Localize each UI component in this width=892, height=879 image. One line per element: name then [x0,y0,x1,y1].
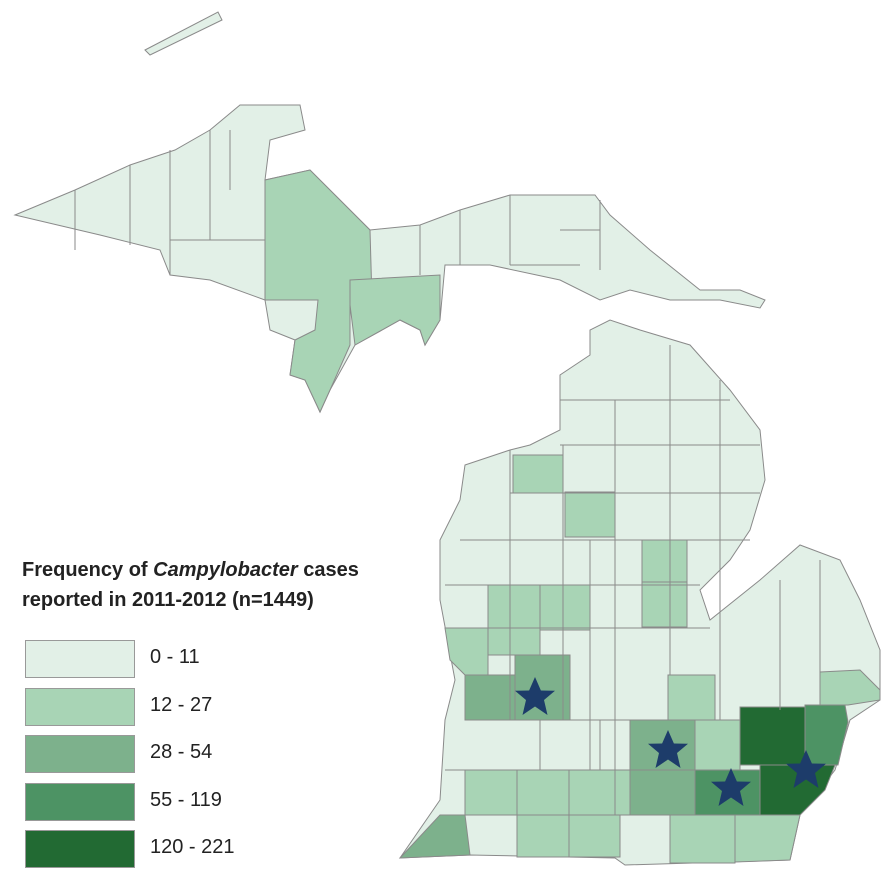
legend-title-part: Frequency of [22,559,148,581]
legend-swatch [25,782,135,821]
legend-swatch [25,687,135,726]
legend-label: 12 - 27 [150,693,213,716]
legend-title-part: cases [303,559,359,581]
legend-swatch [25,735,135,773]
legend-label: 120 - 221 [150,836,235,858]
legend-title-line2: reported in 2011-2012 (n=1449) [22,589,314,611]
legend-label: 28 - 54 [150,741,213,763]
legend-label: 0 - 11 [150,646,200,668]
legend-swatch [25,640,135,678]
upper-peninsula [13,11,766,414]
legend-title-italic: Campylobacter [153,559,298,581]
lower-peninsula [398,319,881,866]
legend-swatch [25,830,135,868]
legend-title: Frequency of Campylobacter cases reporte… [22,555,359,615]
legend-label: 55 - 119 [150,788,222,811]
